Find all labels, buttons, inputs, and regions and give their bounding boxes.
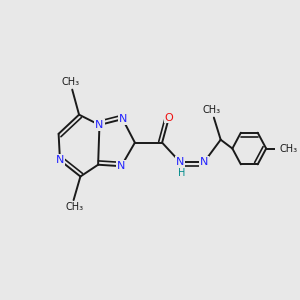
Text: N: N [56,155,64,165]
Text: CH₃: CH₃ [62,77,80,87]
Text: O: O [164,112,173,123]
Text: N: N [95,120,104,130]
Text: CH₃: CH₃ [280,143,298,154]
Text: N: N [117,161,125,171]
Text: CH₃: CH₃ [66,202,84,212]
Text: N: N [118,114,127,124]
Text: CH₃: CH₃ [202,105,220,115]
Text: N: N [176,157,184,167]
Text: H: H [178,168,186,178]
Text: N: N [200,157,208,167]
